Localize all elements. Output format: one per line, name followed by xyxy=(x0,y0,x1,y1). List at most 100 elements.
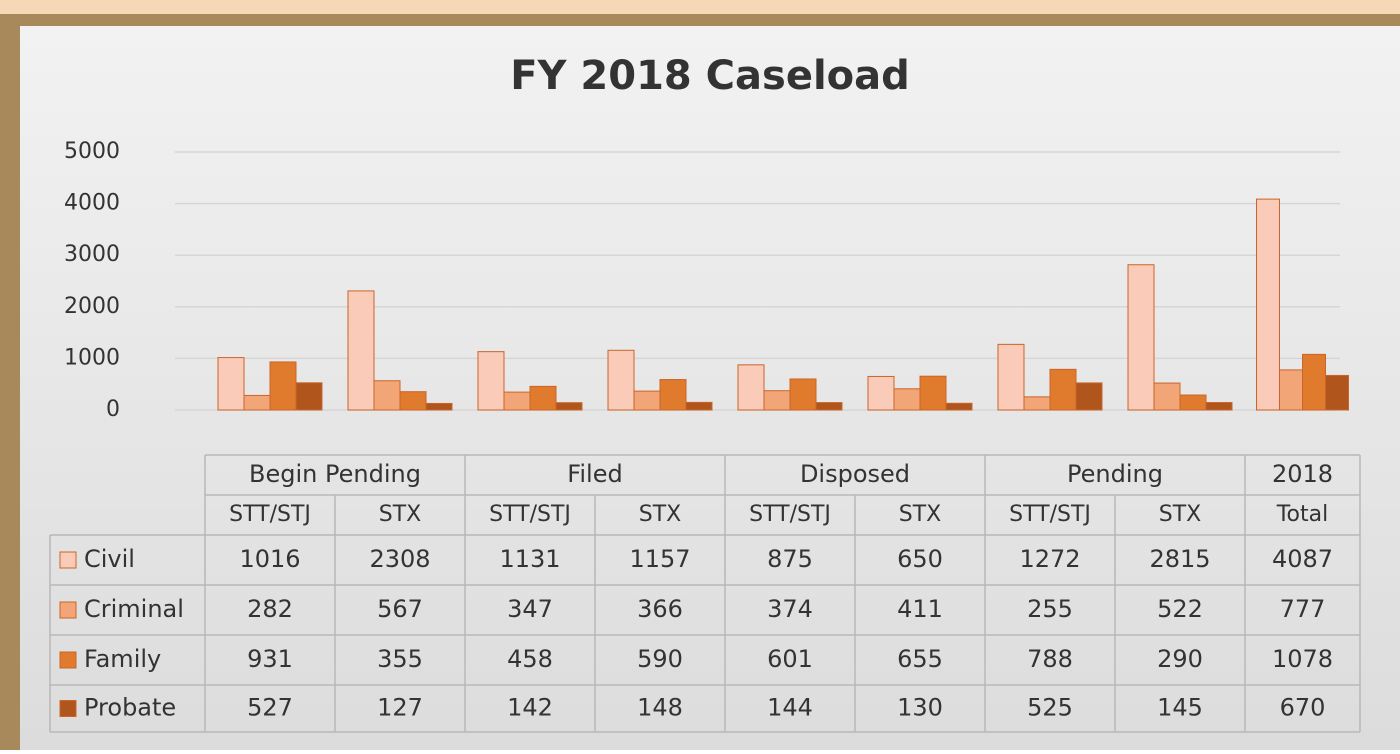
column-header: STX xyxy=(1159,502,1201,527)
bar xyxy=(295,382,323,411)
table-cell: 567 xyxy=(377,595,423,623)
table-cell: 347 xyxy=(507,595,553,623)
bar xyxy=(685,401,713,411)
table-cell: 590 xyxy=(637,645,683,673)
table-cell: 366 xyxy=(637,595,683,623)
table-cell: 655 xyxy=(897,645,943,673)
table-cell: 777 xyxy=(1280,595,1326,623)
bar xyxy=(997,343,1025,411)
bar xyxy=(373,380,401,411)
table-cell: 411 xyxy=(897,595,943,623)
bar xyxy=(607,349,635,411)
legend-label: Civil xyxy=(84,545,135,573)
bar xyxy=(1049,368,1077,411)
table-cell: 931 xyxy=(247,645,293,673)
bar xyxy=(425,402,453,411)
table-cell: 374 xyxy=(767,595,813,623)
group-header: Pending xyxy=(1067,460,1163,488)
bar xyxy=(243,394,271,411)
y-tick-label: 3000 xyxy=(64,242,120,267)
bar xyxy=(555,402,583,411)
table-cell: 1078 xyxy=(1272,645,1333,673)
bar xyxy=(1153,382,1181,411)
table-cell: 458 xyxy=(507,645,553,673)
table-cell: 525 xyxy=(1027,694,1073,722)
bar xyxy=(945,402,973,411)
bar xyxy=(1023,396,1051,411)
table-cell: 2308 xyxy=(369,545,430,573)
table-cell: 2815 xyxy=(1149,545,1210,573)
table-cell: 1016 xyxy=(239,545,300,573)
column-header: STX xyxy=(639,502,681,527)
legend-label: Probate xyxy=(84,694,176,722)
bar xyxy=(217,357,245,411)
table-cell: 670 xyxy=(1280,694,1326,722)
table-cell: 601 xyxy=(767,645,813,673)
bar xyxy=(503,391,531,411)
legend-swatch xyxy=(59,651,77,669)
table-cell: 144 xyxy=(767,694,813,722)
table-cell: 1131 xyxy=(499,545,560,573)
table-cell: 355 xyxy=(377,645,423,673)
table-cell: 4087 xyxy=(1272,545,1333,573)
bar xyxy=(789,378,817,411)
bar xyxy=(1256,198,1280,411)
bar xyxy=(269,361,297,411)
bar xyxy=(347,290,375,411)
bar xyxy=(893,388,921,411)
table-cell: 290 xyxy=(1157,645,1203,673)
column-header: STT/STJ xyxy=(229,502,311,527)
y-tick-label: 4000 xyxy=(64,191,120,216)
legend-label: Family xyxy=(84,645,161,673)
legend-swatch xyxy=(59,601,77,619)
table-cell: 1272 xyxy=(1019,545,1080,573)
table-cell: 282 xyxy=(247,595,293,623)
bar xyxy=(763,390,791,411)
column-header: STX xyxy=(379,502,421,527)
bar xyxy=(529,385,557,411)
group-header: Disposed xyxy=(800,460,910,488)
y-tick-label: 2000 xyxy=(64,294,120,319)
bar xyxy=(867,375,895,411)
table-cell: 145 xyxy=(1157,694,1203,722)
group-header: Begin Pending xyxy=(249,460,421,488)
column-header: STT/STJ xyxy=(1009,502,1091,527)
table-cell: 148 xyxy=(637,694,683,722)
table-cell: 255 xyxy=(1027,595,1073,623)
table-cell: 142 xyxy=(507,694,553,722)
chart-title: FY 2018 Caseload xyxy=(510,53,910,99)
bar xyxy=(1127,264,1155,411)
bar xyxy=(815,402,843,411)
bar xyxy=(1325,374,1349,411)
legend-label: Criminal xyxy=(84,595,184,623)
bar xyxy=(1205,402,1233,411)
group-header: 2018 xyxy=(1272,460,1333,488)
group-header: Filed xyxy=(567,460,622,488)
bar xyxy=(477,351,505,411)
y-tick-label: 5000 xyxy=(64,139,120,164)
bar xyxy=(1075,382,1103,411)
table-cell: 127 xyxy=(377,694,423,722)
legend-swatch xyxy=(59,551,77,569)
table-cell: 527 xyxy=(247,694,293,722)
bar xyxy=(633,390,661,411)
bar xyxy=(1279,369,1303,411)
column-header: STT/STJ xyxy=(749,502,831,527)
bar xyxy=(399,391,427,411)
table-cell: 522 xyxy=(1157,595,1203,623)
y-tick-label: 0 xyxy=(106,397,120,422)
table-cell: 788 xyxy=(1027,645,1073,673)
column-header: STX xyxy=(899,502,941,527)
table-cell: 130 xyxy=(897,694,943,722)
table-cell: 1157 xyxy=(629,545,690,573)
table-cell: 875 xyxy=(767,545,813,573)
column-header: Total xyxy=(1276,502,1328,527)
bar xyxy=(919,375,947,411)
frame-top xyxy=(0,0,1400,14)
bar xyxy=(659,379,687,411)
bar xyxy=(1302,353,1326,411)
y-tick-label: 1000 xyxy=(64,345,120,370)
column-header: STT/STJ xyxy=(489,502,571,527)
bar xyxy=(1179,394,1207,411)
